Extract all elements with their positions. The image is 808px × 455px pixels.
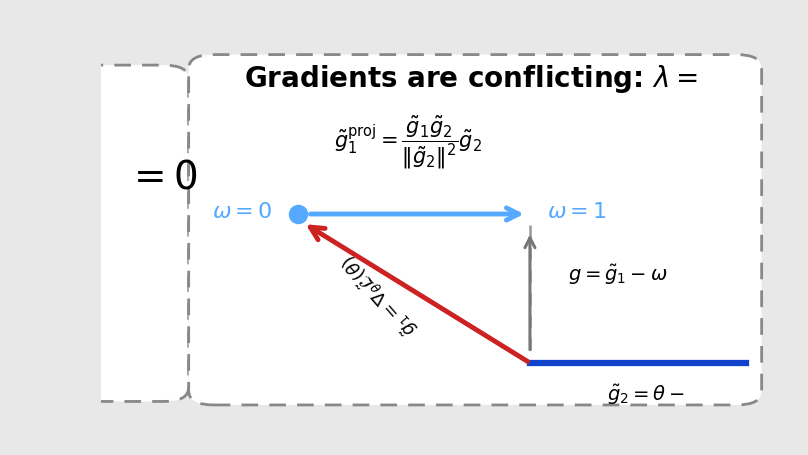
Text: $\tilde{g}_1^{\mathrm{proj}} = \dfrac{\tilde{g}_1 \tilde{g}_2}{\|\tilde{g}_2\|^2: $\tilde{g}_1^{\mathrm{proj}} = \dfrac{\t… xyxy=(334,114,482,171)
FancyBboxPatch shape xyxy=(189,55,762,405)
Text: $\tilde{g}_1 = \nabla_\theta \tilde{\mathcal{L}}(\theta)$: $\tilde{g}_1 = \nabla_\theta \tilde{\mat… xyxy=(338,249,422,341)
FancyBboxPatch shape xyxy=(0,65,189,401)
Text: $\omega = 0$: $\omega = 0$ xyxy=(212,202,272,222)
Text: $g = \tilde{g}_1 - \omega$: $g = \tilde{g}_1 - \omega$ xyxy=(567,263,667,287)
Text: Gradients are conflicting: $\lambda =$: Gradients are conflicting: $\lambda =$ xyxy=(244,63,697,95)
Text: $= 0$: $= 0$ xyxy=(126,158,198,196)
Text: $\omega = 1$: $\omega = 1$ xyxy=(547,202,607,222)
Text: $\tilde{g}_2 = \theta -$: $\tilde{g}_2 = \theta -$ xyxy=(607,382,684,406)
